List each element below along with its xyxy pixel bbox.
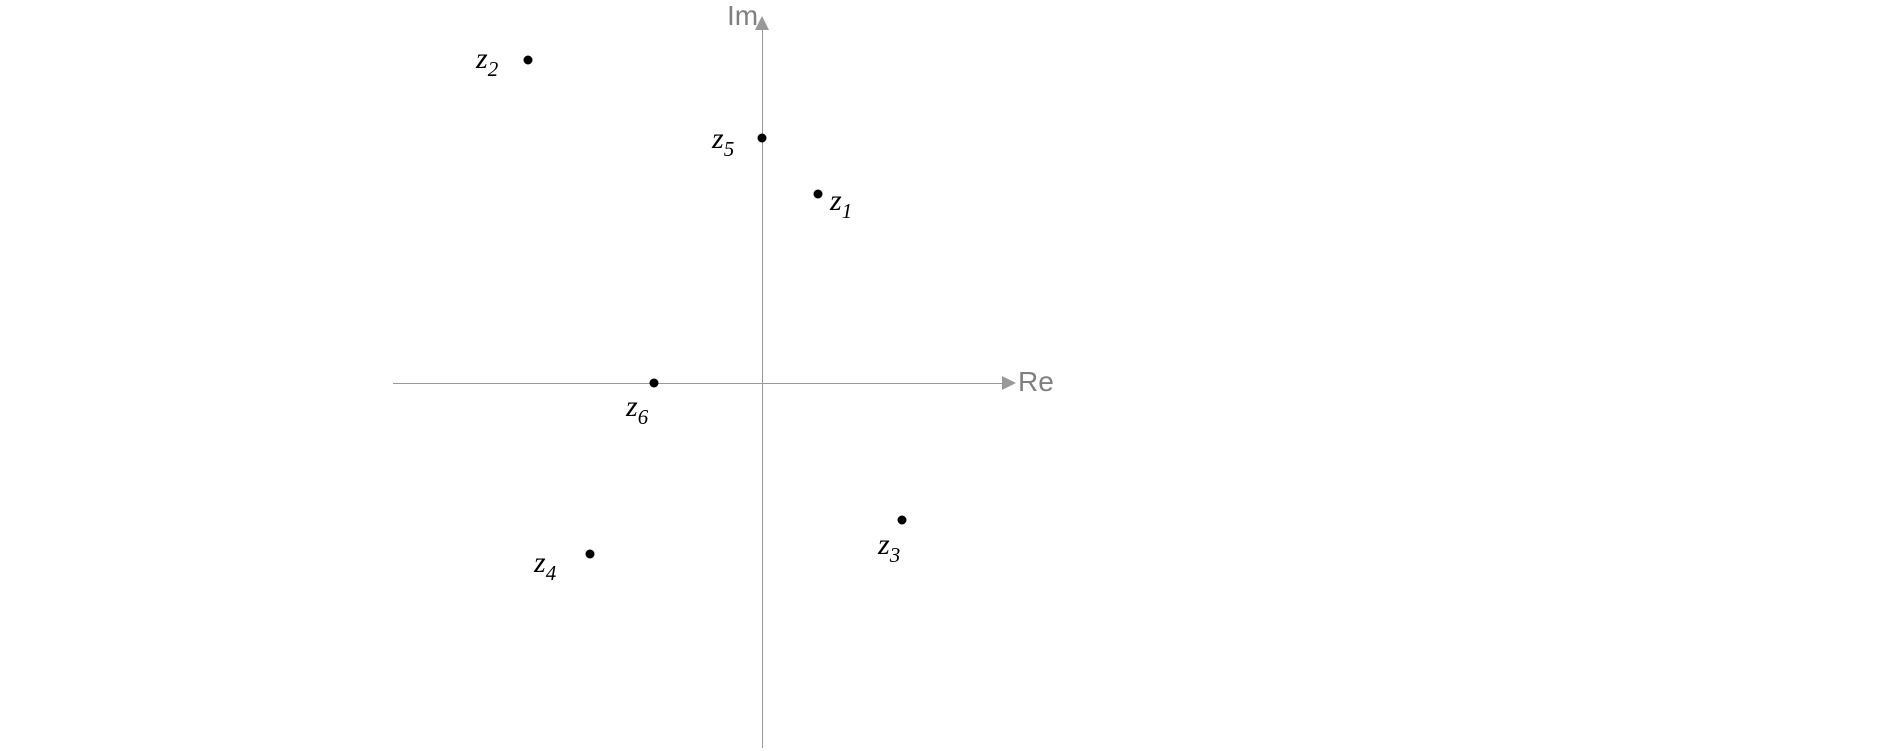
point-label-z4: z4 [534, 546, 556, 585]
point-z1 [814, 190, 823, 199]
point-z6 [650, 379, 659, 388]
x-axis-label: Re [1018, 366, 1054, 398]
point-z4 [586, 550, 595, 559]
point-z2 [524, 56, 533, 65]
x-axis-arrow [1002, 376, 1016, 390]
point-label-z6: z6 [626, 390, 648, 429]
x-axis [393, 383, 1002, 384]
point-label-z2: z2 [476, 42, 498, 81]
complex-plane-plot: Re Im z1 z2 z3 z4 z5 z6 [0, 0, 1882, 751]
point-z3 [898, 516, 907, 525]
point-label-z3: z3 [878, 528, 900, 567]
point-z5 [758, 134, 767, 143]
point-label-z1: z1 [830, 184, 852, 223]
y-axis-label: Im [727, 0, 758, 32]
point-label-z5: z5 [712, 122, 734, 161]
